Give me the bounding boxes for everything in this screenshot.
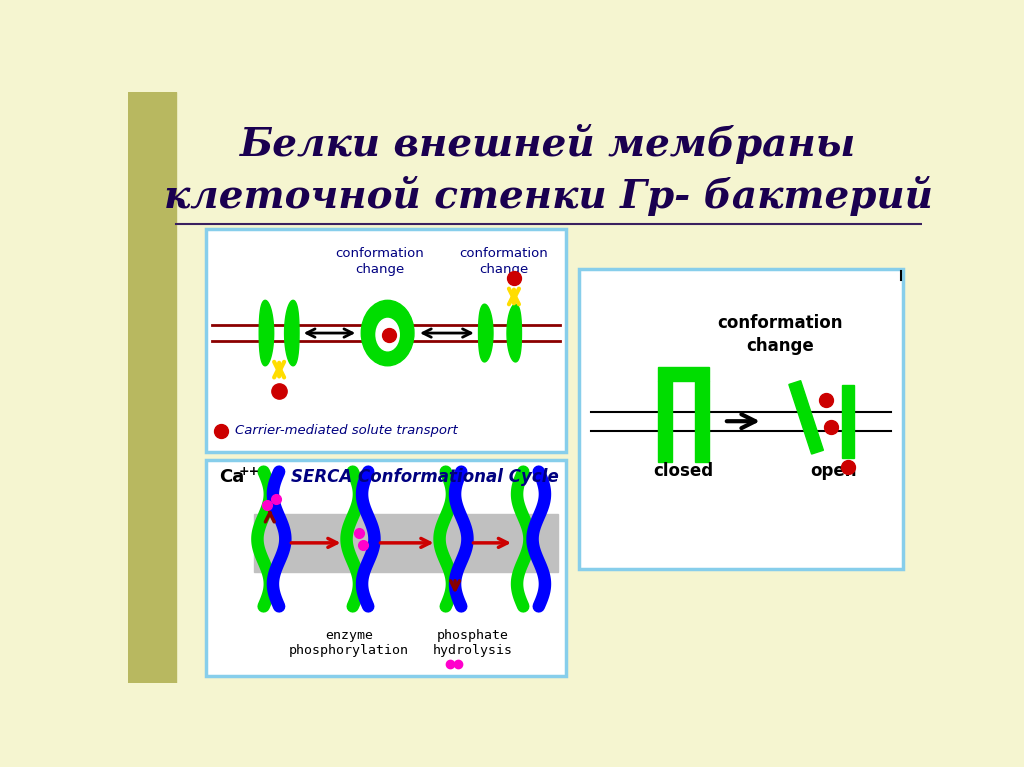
Text: closed: closed [653,462,714,479]
Polygon shape [507,304,521,362]
Bar [128,92,176,683]
FancyBboxPatch shape [206,460,566,676]
Text: Белки внешней мембраны: Белки внешней мембраны [240,124,856,164]
Text: Carrier-mediated solute transport: Carrier-mediated solute transport [234,424,458,437]
Text: conformation
change: conformation change [336,247,424,276]
Text: enzyme
phosphorylation: enzyme phosphorylation [289,630,409,657]
Polygon shape [788,380,823,454]
Text: conformation
change: conformation change [460,247,548,276]
Bar [658,381,672,462]
Polygon shape [478,304,493,362]
Polygon shape [259,301,273,366]
Text: open: open [810,462,856,479]
Ellipse shape [361,301,414,366]
FancyBboxPatch shape [206,229,566,453]
Ellipse shape [376,318,399,351]
Text: phosphate
hydrolysis: phosphate hydrolysis [433,630,513,657]
Bar [842,385,854,458]
Text: conformation
change: conformation change [717,314,843,354]
Text: Ca: Ca [219,468,245,486]
Text: ++: ++ [239,465,260,478]
FancyBboxPatch shape [579,269,903,569]
Text: SERCA Conformational Cycle: SERCA Conformational Cycle [291,468,558,486]
Text: клеточной стенки Гр- бактерий: клеточной стенки Гр- бактерий [164,176,933,216]
Bar [254,514,558,571]
Bar [695,381,710,462]
Bar [658,367,710,381]
Polygon shape [285,301,299,366]
